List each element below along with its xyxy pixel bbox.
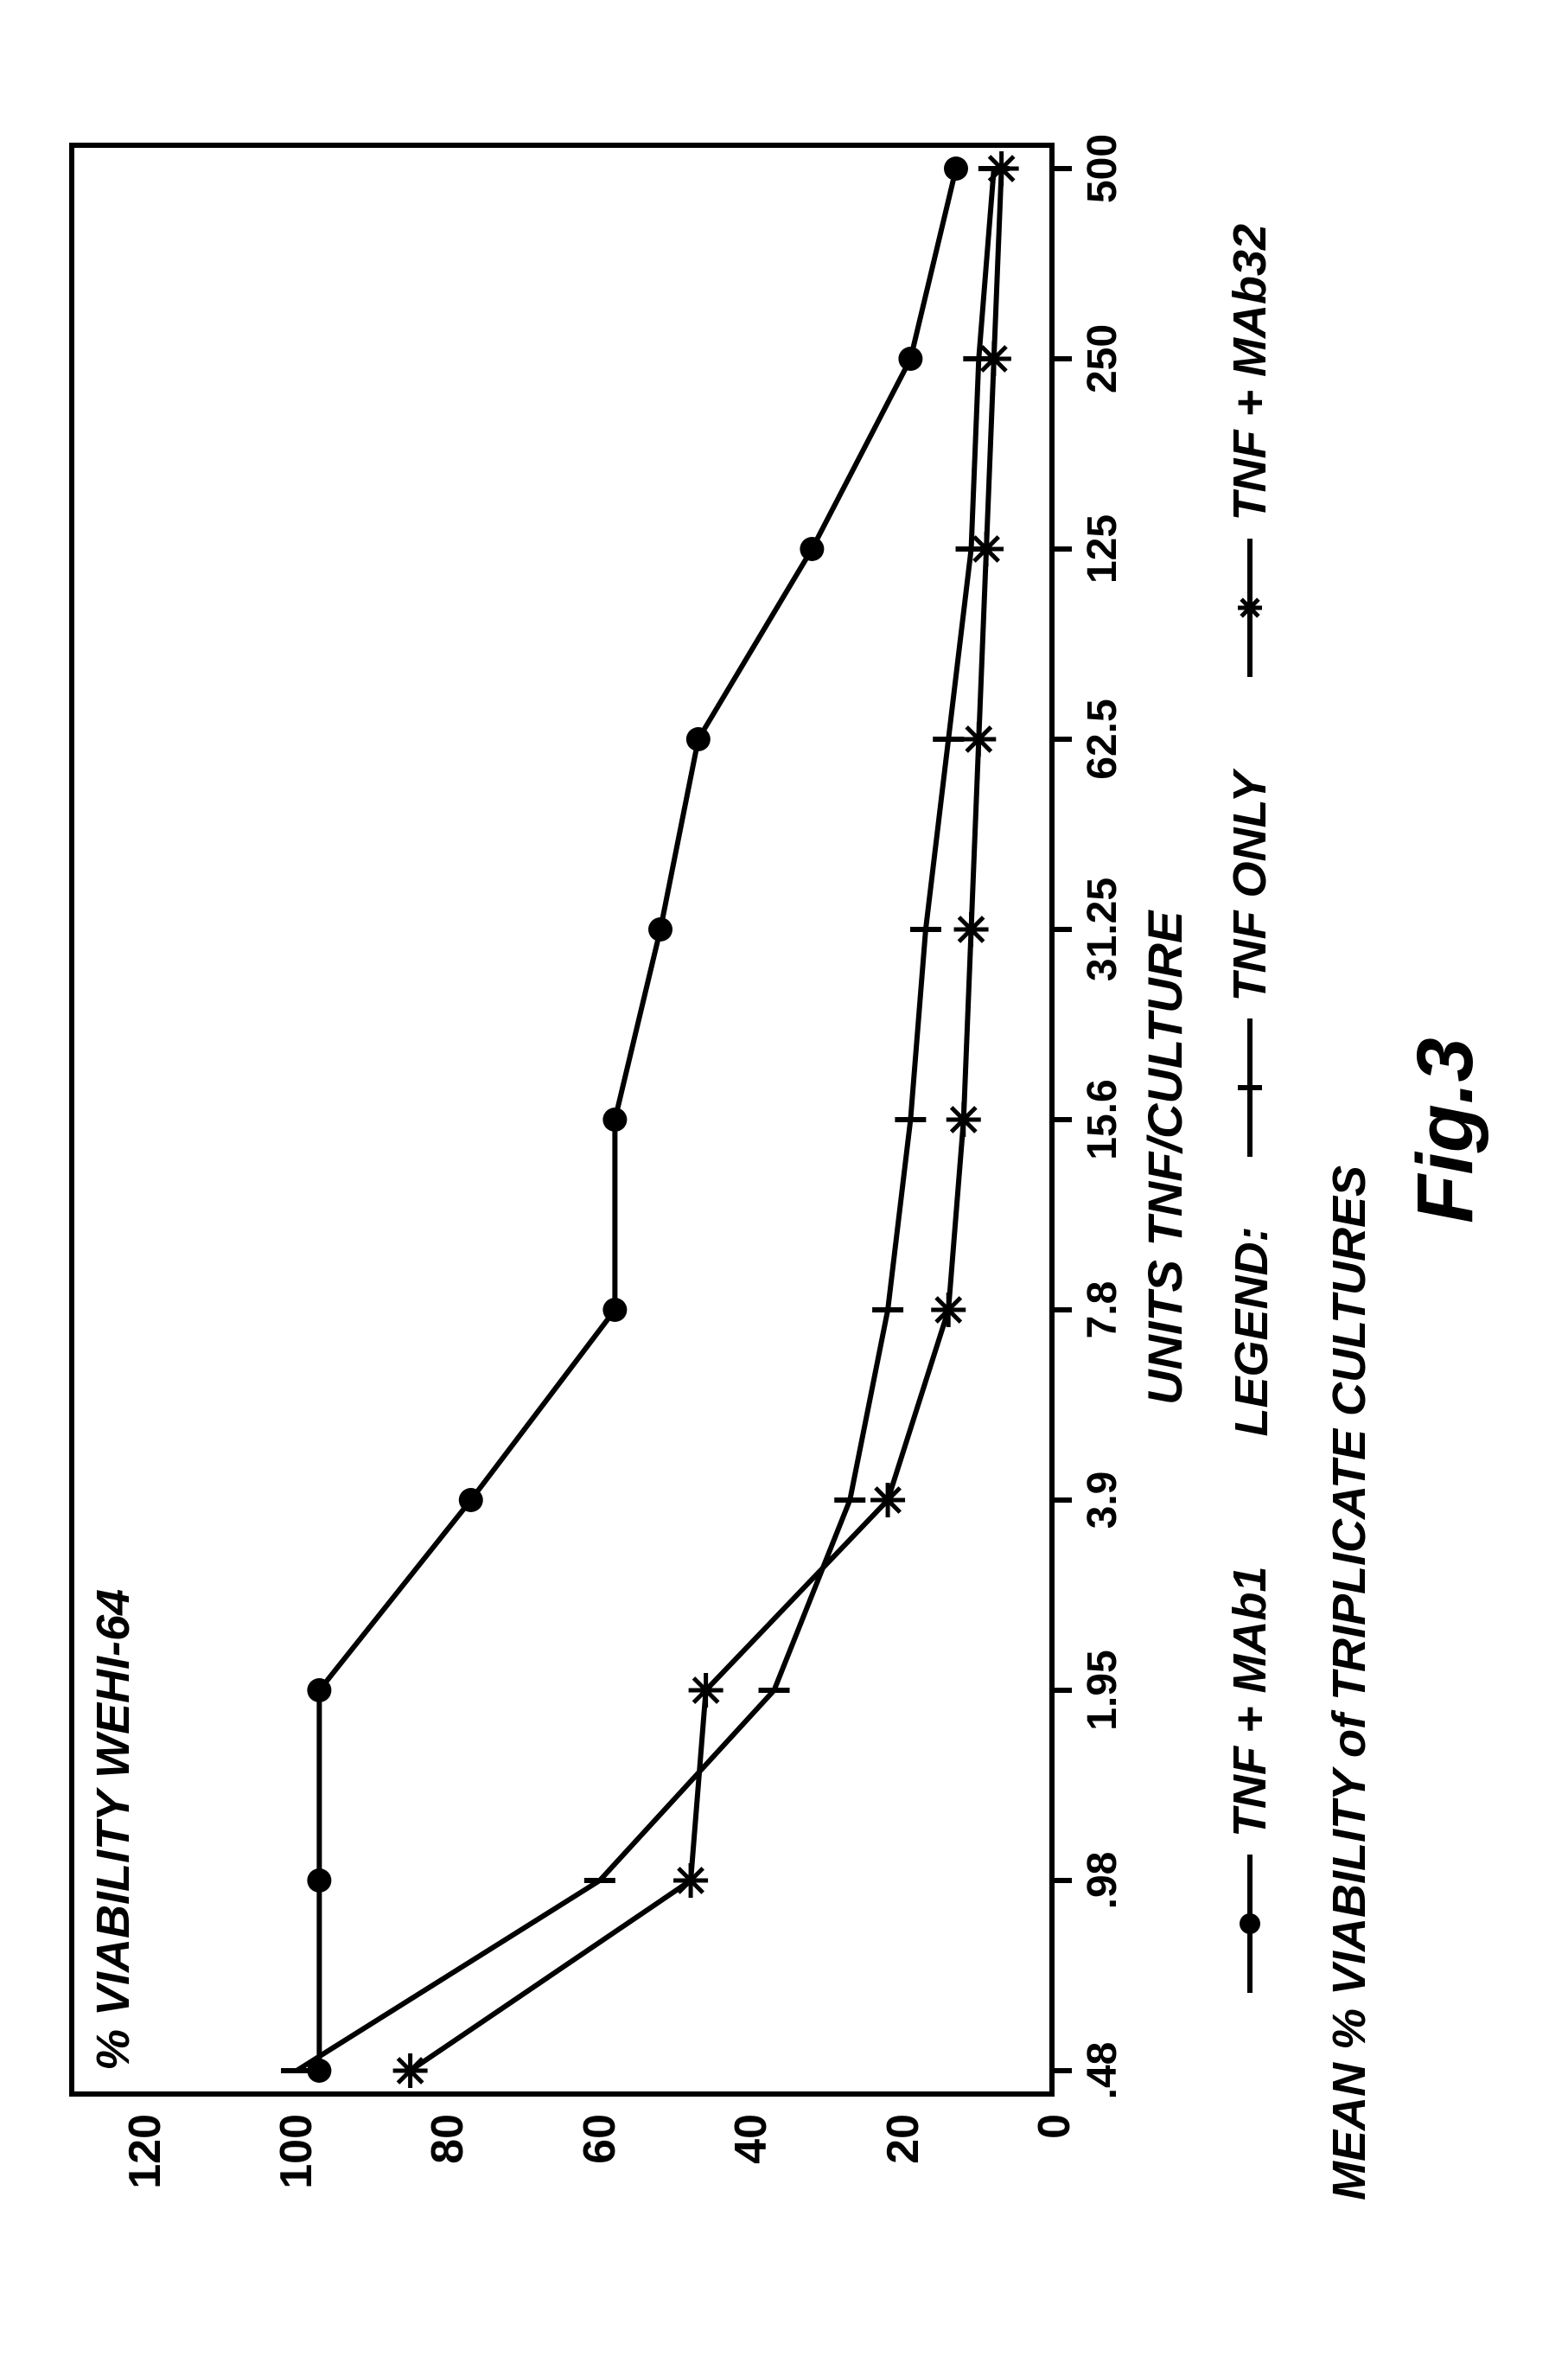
series-marker [602,1298,627,1322]
x-axis-label: UNITS TNF/CULTURE [1137,911,1193,1405]
series-marker [689,1673,723,1708]
figure-label: Fig.3 [1400,1038,1491,1223]
legend-entry: TNF + MAb1 [1223,1566,1277,1993]
series-marker [800,537,824,561]
series-marker [944,156,968,181]
series-marker [985,151,1019,186]
series-marker [961,722,996,757]
legend-label: TNF ONLY [1223,772,1277,1002]
legend-heading: LEGEND: [1225,1226,1278,1436]
series-marker [459,1488,483,1512]
series-line [319,169,956,2071]
legend-label: TNF + MAb1 [1223,1566,1277,1837]
series-marker [648,917,672,942]
legend-entry: TNF + MAb32 [1223,224,1277,677]
series-marker [307,1678,331,1702]
legend-entry: TNF ONLY [1223,772,1277,1158]
chart-container: % VIABILITY WEHI-64 020406080100120 .48.… [0,0,1568,2356]
series-marker [686,727,711,751]
series-marker [870,1483,905,1517]
series-marker [602,1108,627,1132]
series-marker [947,1102,981,1137]
series-marker [931,1293,966,1327]
series-marker [969,532,1004,566]
series-marker [977,342,1011,376]
series-marker [898,347,922,371]
legend-label: TNF + MAb32 [1223,224,1277,521]
series-marker [307,1868,331,1893]
series-marker [673,1863,708,1898]
series-marker [393,2053,428,2088]
rotated-layout: % VIABILITY WEHI-64 020406080100120 .48.… [0,0,1568,2356]
series-line [296,169,994,2071]
series-marker [954,912,989,947]
legend: TNF + MAb1 LEGEND: TNF ONLY TNF + MAb32 [1223,129,1278,1993]
subcaption: MEAN % VIABILITY of TRIPLICATE CULTURES [1323,1165,1376,2200]
